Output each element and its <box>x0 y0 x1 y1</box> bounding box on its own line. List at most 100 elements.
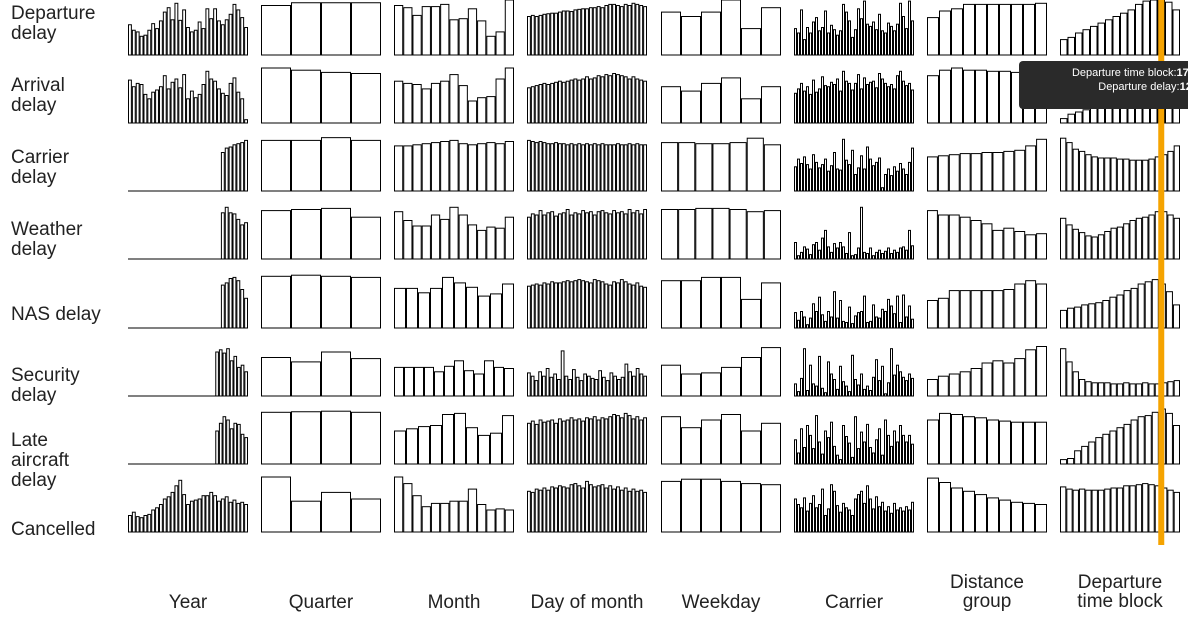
bar[interactable] <box>477 229 487 260</box>
bar[interactable] <box>830 421 833 465</box>
bar[interactable] <box>449 139 459 192</box>
bar[interactable] <box>1014 231 1026 260</box>
bar[interactable] <box>800 311 803 329</box>
mini-bar-chart-r7-c0[interactable] <box>128 479 249 533</box>
mini-bar-chart-r6-c2[interactable] <box>394 412 514 465</box>
bar[interactable] <box>1110 227 1117 260</box>
bar[interactable] <box>581 144 586 192</box>
bar[interactable] <box>421 225 431 260</box>
bar[interactable] <box>590 377 595 397</box>
bar[interactable] <box>927 419 939 465</box>
bar[interactable] <box>1003 289 1015 329</box>
bar[interactable] <box>875 496 878 533</box>
bar[interactable] <box>927 379 938 397</box>
bar[interactable] <box>812 303 815 329</box>
bar[interactable] <box>1110 487 1117 533</box>
bar[interactable] <box>639 489 644 533</box>
bar[interactable] <box>800 428 803 465</box>
bar[interactable] <box>623 213 628 260</box>
bar[interactable] <box>890 512 893 533</box>
bar[interactable] <box>854 498 857 533</box>
bar[interactable] <box>565 280 570 329</box>
bar[interactable] <box>1135 3 1143 56</box>
bar[interactable] <box>596 6 601 56</box>
bar[interactable] <box>794 166 797 192</box>
bar[interactable] <box>631 418 636 465</box>
bar[interactable] <box>1151 279 1159 329</box>
bar[interactable] <box>812 79 815 124</box>
bar[interactable] <box>872 304 875 329</box>
bar[interactable] <box>939 412 951 465</box>
bar[interactable] <box>229 428 234 465</box>
bar[interactable] <box>948 154 960 192</box>
bar[interactable] <box>550 82 555 124</box>
bar[interactable] <box>394 476 404 533</box>
bar[interactable] <box>418 292 430 329</box>
bar[interactable] <box>815 242 818 260</box>
bar[interactable] <box>412 14 422 56</box>
bar[interactable] <box>596 211 601 260</box>
bar[interactable] <box>866 253 869 260</box>
bar[interactable] <box>872 255 875 260</box>
bar[interactable] <box>495 143 505 192</box>
bar[interactable] <box>875 29 878 56</box>
bar[interactable] <box>890 348 893 397</box>
bar[interactable] <box>351 73 381 124</box>
bar[interactable] <box>1072 148 1079 192</box>
bar[interactable] <box>608 75 613 124</box>
bar[interactable] <box>635 210 640 260</box>
bar[interactable] <box>418 426 430 465</box>
bar[interactable] <box>546 420 551 465</box>
bar[interactable] <box>881 253 884 260</box>
bar[interactable] <box>424 366 434 397</box>
bar[interactable] <box>911 147 914 192</box>
bar[interactable] <box>970 220 982 260</box>
bar[interactable] <box>875 251 878 260</box>
bar[interactable] <box>857 74 860 124</box>
bar[interactable] <box>530 86 535 124</box>
bar[interactable] <box>827 437 830 465</box>
bar[interactable] <box>1142 159 1149 192</box>
bar[interactable] <box>228 82 233 124</box>
bar[interactable] <box>545 368 550 397</box>
bar[interactable] <box>821 27 824 56</box>
bar[interactable] <box>797 319 800 329</box>
bar[interactable] <box>839 511 842 533</box>
bar[interactable] <box>803 246 806 260</box>
bar[interactable] <box>616 415 620 465</box>
bar[interactable] <box>908 82 911 124</box>
bar[interactable] <box>860 18 863 56</box>
bar[interactable] <box>534 16 539 56</box>
bar[interactable] <box>800 251 803 260</box>
bar[interactable] <box>189 90 194 124</box>
bar[interactable] <box>800 377 803 397</box>
bar[interactable] <box>987 419 999 465</box>
bar[interactable] <box>612 414 617 465</box>
mini-bar-chart-r5-c2[interactable] <box>394 360 514 397</box>
bar[interactable] <box>592 143 597 192</box>
bar[interactable] <box>824 229 827 260</box>
bar[interactable] <box>695 143 713 192</box>
bar[interactable] <box>128 515 132 533</box>
bar[interactable] <box>999 499 1011 533</box>
bar[interactable] <box>661 480 681 533</box>
bar[interactable] <box>809 434 812 465</box>
bar[interactable] <box>546 212 551 260</box>
bar[interactable] <box>803 497 806 533</box>
bar[interactable] <box>818 504 821 533</box>
bar[interactable] <box>857 494 860 533</box>
bar[interactable] <box>806 27 809 56</box>
bar[interactable] <box>746 211 764 260</box>
bar[interactable] <box>421 6 431 56</box>
bar[interactable] <box>351 358 381 397</box>
bar[interactable] <box>602 376 606 397</box>
bar[interactable] <box>875 359 878 397</box>
bar[interactable] <box>812 495 815 533</box>
bar[interactable] <box>557 213 562 260</box>
bar[interactable] <box>403 82 413 124</box>
bar[interactable] <box>970 368 982 397</box>
bar[interactable] <box>863 441 866 465</box>
bar[interactable] <box>824 320 827 329</box>
bar[interactable] <box>794 439 797 465</box>
bar[interactable] <box>797 504 800 533</box>
